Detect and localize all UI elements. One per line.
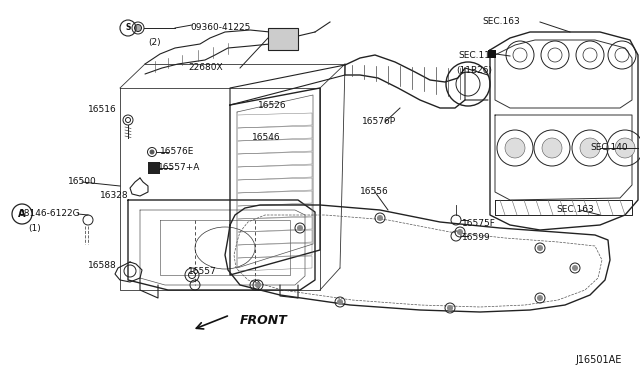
Circle shape (573, 266, 577, 270)
Text: SEC.11B: SEC.11B (458, 51, 496, 61)
Circle shape (447, 305, 452, 311)
Circle shape (298, 225, 303, 231)
Bar (488, 50, 496, 58)
Text: 16556: 16556 (360, 187, 388, 196)
Text: (1): (1) (28, 224, 41, 232)
Text: SEC.140: SEC.140 (590, 144, 628, 153)
Text: 22680X: 22680X (188, 64, 223, 73)
Circle shape (255, 282, 260, 288)
Text: S: S (125, 23, 131, 32)
Circle shape (505, 138, 525, 158)
Bar (148, 162, 160, 174)
Text: 16328: 16328 (100, 190, 129, 199)
Bar (268, 28, 298, 50)
Text: SEC.163: SEC.163 (482, 17, 520, 26)
Circle shape (615, 138, 635, 158)
Text: 16546: 16546 (252, 134, 280, 142)
Text: SEC.163: SEC.163 (556, 205, 594, 215)
Circle shape (458, 230, 463, 234)
Text: 16599: 16599 (462, 234, 491, 243)
Circle shape (538, 246, 543, 250)
Text: (11B26): (11B26) (456, 65, 492, 74)
Circle shape (580, 138, 600, 158)
Circle shape (150, 150, 154, 154)
Text: 16588: 16588 (88, 262, 116, 270)
Circle shape (542, 138, 562, 158)
Text: 16516: 16516 (88, 106, 116, 115)
Circle shape (538, 295, 543, 301)
Circle shape (378, 215, 383, 221)
Text: 16576E: 16576E (160, 148, 195, 157)
Text: A: A (19, 209, 26, 219)
Text: 16575F: 16575F (462, 219, 496, 228)
Circle shape (337, 299, 342, 305)
Text: 08146-6122G: 08146-6122G (18, 209, 79, 218)
Text: (2): (2) (148, 38, 161, 46)
Text: J16501AE: J16501AE (575, 355, 622, 365)
Text: 16557: 16557 (188, 267, 217, 276)
Text: FRONT: FRONT (240, 314, 288, 327)
Text: 16576P: 16576P (362, 118, 396, 126)
Text: 16526: 16526 (258, 102, 287, 110)
Text: 16500: 16500 (68, 177, 97, 186)
Circle shape (134, 25, 141, 32)
Text: 09360-41225: 09360-41225 (190, 23, 250, 32)
Text: 16557+A: 16557+A (158, 164, 200, 173)
